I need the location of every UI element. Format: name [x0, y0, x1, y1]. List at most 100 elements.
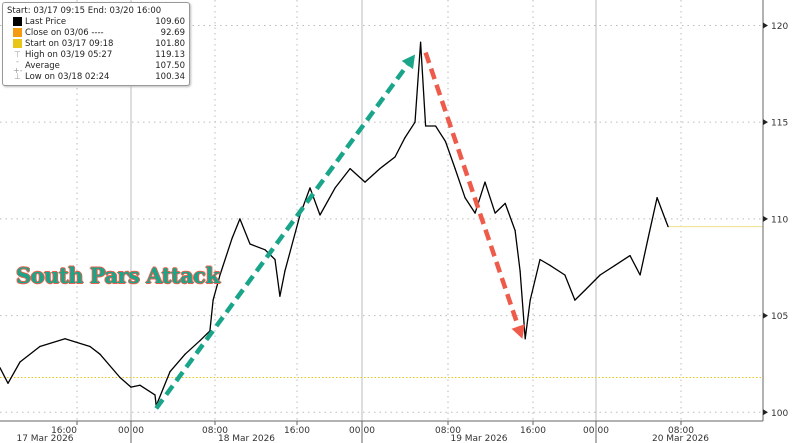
- data-point: [219, 274, 221, 276]
- legend-range: Start: 03/17 09:15 End: 03/20 16:00: [7, 5, 185, 16]
- legend-label: Start on 03/17 09:18: [25, 38, 114, 49]
- data-point: [549, 264, 551, 266]
- y-tick-label: 110: [771, 215, 788, 225]
- legend-label: Low on 03/18 02:24: [25, 71, 110, 82]
- down-trend-arrow: [423, 51, 521, 328]
- data-point: [656, 196, 658, 199]
- data-point: [614, 264, 616, 266]
- y-tick-marker: [763, 215, 768, 222]
- x-tick-label: 08:00: [202, 426, 228, 436]
- data-point: [454, 167, 456, 170]
- x-tick-label: 16:00: [284, 426, 310, 436]
- up-trend-arrow: [154, 63, 410, 410]
- data-point: [444, 140, 447, 143]
- data-point: [284, 270, 286, 272]
- legend-item: -+- Average 107.50: [7, 57, 185, 75]
- y-tick-marker: [763, 409, 768, 416]
- y-tick-label: 115: [771, 119, 788, 129]
- data-point: [0, 367, 1, 369]
- data-point: [404, 137, 406, 139]
- data-point: [639, 274, 641, 276]
- average-marker-icon: -+-: [13, 56, 23, 75]
- data-point: [629, 255, 631, 257]
- data-point: [564, 274, 566, 276]
- x-tick-label: 16:00: [520, 426, 546, 436]
- high-marker-icon: ⊤: [14, 50, 21, 59]
- arrowhead: [401, 54, 416, 70]
- legend-value: 101.80: [155, 38, 185, 49]
- legend-item: ⊥ Low on 03/18 02:24 100.34: [7, 71, 185, 82]
- x-date-label: 18 Mar 2026: [218, 434, 275, 443]
- data-point: [379, 167, 381, 170]
- data-point: [199, 340, 201, 342]
- legend-item: Last Price 109.60: [7, 16, 185, 27]
- price-series-line: [0, 41, 669, 407]
- legend-label: High on 03/19 05:27: [25, 49, 113, 60]
- data-point: [231, 237, 233, 239]
- y-tick-label: 105: [771, 312, 788, 322]
- y-tick-label: 120: [771, 22, 788, 32]
- x-date-label: 17 Mar 2026: [16, 434, 73, 443]
- data-point: [64, 338, 66, 340]
- data-point: [519, 270, 521, 272]
- data-point: [349, 167, 351, 170]
- data-point: [419, 41, 422, 43]
- data-point: [464, 196, 466, 199]
- data-point: [89, 345, 91, 348]
- data-point: [425, 125, 427, 127]
- data-point: [599, 274, 601, 276]
- low-marker-icon: ⊥: [14, 72, 21, 81]
- data-point: [334, 187, 336, 189]
- data-point: [249, 243, 251, 245]
- x-date-label: 19 Mar 2026: [450, 434, 507, 443]
- legend-value: 107.50: [155, 60, 185, 71]
- legend-item: Start on 03/17 09:18 101.80: [7, 38, 185, 49]
- data-point: [130, 386, 132, 388]
- arrowhead: [511, 324, 525, 339]
- x-tick-label: 08:00: [668, 426, 694, 436]
- data-point: [239, 218, 241, 220]
- data-point: [319, 214, 321, 216]
- legend-value: 100.34: [155, 71, 185, 82]
- legend-label: Close on 03/06 ----: [25, 27, 104, 38]
- data-point: [364, 181, 366, 183]
- data-point: [39, 345, 41, 348]
- legend-value: 92.69: [160, 27, 185, 38]
- x-date-label: 20 Mar 2026: [652, 434, 709, 443]
- data-point: [7, 382, 9, 384]
- data-point: [524, 338, 526, 340]
- data-point: [264, 249, 266, 251]
- data-point: [664, 218, 666, 220]
- x-tick-label: 08:00: [435, 426, 461, 436]
- data-point: [667, 226, 669, 228]
- legend-item: ⊤ High on 03/19 05:27 119.13: [7, 49, 185, 60]
- data-point: [19, 361, 21, 363]
- data-point: [474, 212, 476, 214]
- data-point: [539, 258, 541, 261]
- data-point: [529, 299, 531, 301]
- y-tick-marker: [763, 22, 768, 29]
- data-point: [139, 384, 141, 386]
- x-tick-label: 16:00: [51, 426, 77, 436]
- data-point: [309, 187, 311, 189]
- data-point: [504, 202, 506, 204]
- legend-swatch-icon: [13, 39, 22, 48]
- data-point: [212, 299, 214, 301]
- legend-label: Last Price: [25, 16, 67, 27]
- legend-label: Average: [25, 60, 60, 71]
- data-point: [494, 212, 496, 214]
- legend-swatch-icon: [13, 17, 22, 26]
- data-point: [169, 371, 171, 373]
- data-point: [394, 156, 396, 158]
- legend-value: 109.60: [155, 16, 185, 27]
- legend-item: Close on 03/06 ---- 92.69: [7, 27, 185, 38]
- y-tick-marker: [763, 312, 768, 319]
- legend-swatch-icon: [13, 28, 22, 37]
- range-label: Start: 03/17 09:15 End: 03/20 16:00: [7, 5, 162, 16]
- data-point: [154, 394, 156, 396]
- y-tick-label: 100: [771, 409, 788, 419]
- data-point: [119, 376, 121, 379]
- data-point: [279, 295, 281, 297]
- annotation-title: South Pars Attack: [16, 263, 220, 288]
